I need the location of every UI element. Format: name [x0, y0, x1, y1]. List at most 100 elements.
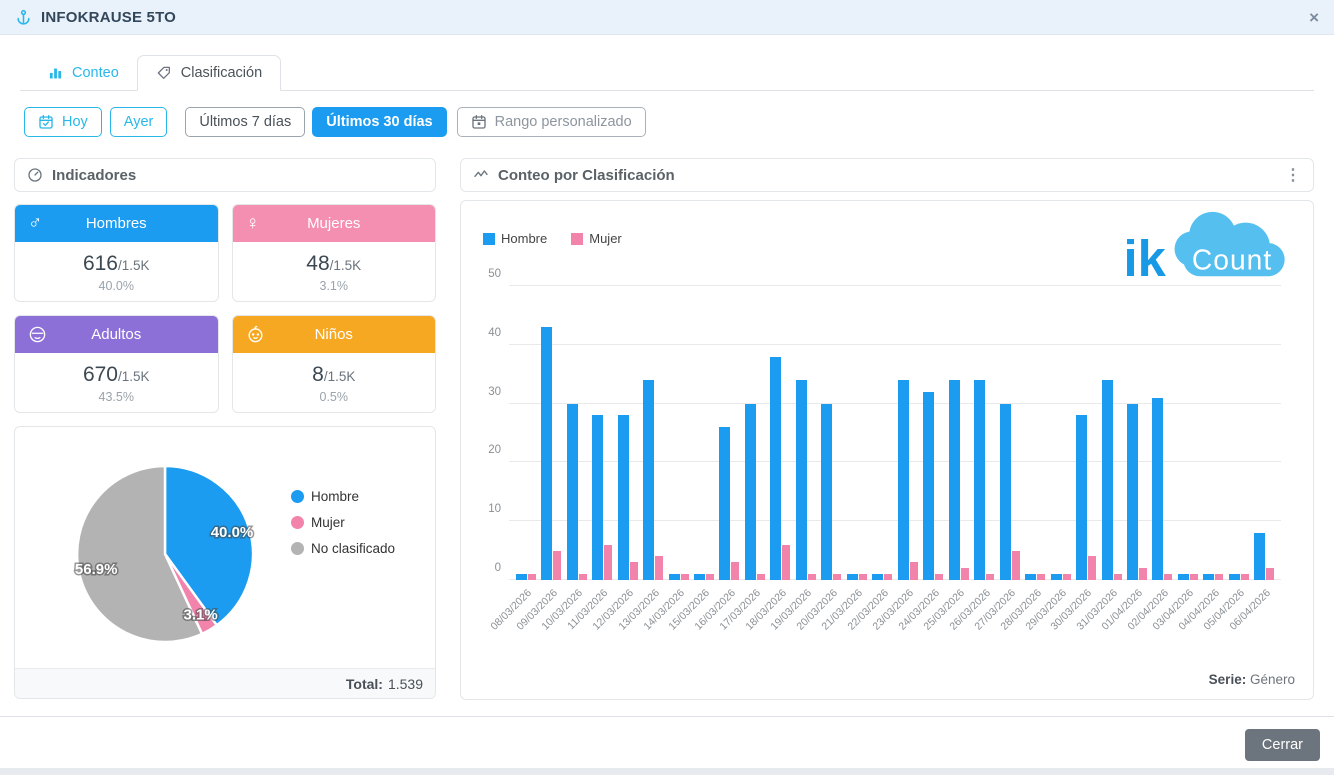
bar-hombre	[1025, 574, 1036, 580]
bar-group: 24/03/2026	[921, 286, 946, 580]
window-titlebar: INFOKRAUSE 5TO ×	[0, 0, 1334, 35]
bar-mujer	[961, 568, 969, 580]
filter-hoy-button[interactable]: Hoy	[24, 107, 102, 137]
bar-hombre	[1254, 533, 1265, 580]
svg-text:Count: Count	[1192, 243, 1272, 275]
card-ninos-value: 8	[312, 363, 324, 386]
y-axis-tick: 10	[469, 503, 501, 515]
pie-slice-label: 56.9%	[75, 561, 118, 578]
bar-hombre	[1102, 380, 1113, 580]
bar-mujer	[1063, 574, 1071, 580]
legend-label: Mujer	[589, 231, 622, 246]
bar-hombre	[669, 574, 680, 580]
bar-hombre	[872, 574, 883, 580]
filter-rango-button[interactable]: Rango personalizado	[457, 107, 646, 137]
tab-conteo[interactable]: Conteo	[30, 56, 137, 90]
filter-rango-label: Rango personalizado	[495, 114, 632, 130]
pie-legend-dot	[291, 516, 304, 529]
classification-column: Conteo por Clasificación ⋮ HombreMujer i…	[460, 158, 1314, 700]
bar-hombre	[1127, 404, 1138, 580]
bar-mujer	[731, 562, 739, 580]
bar-hombre	[541, 327, 552, 580]
pie-legend-item-mujer[interactable]: Mujer	[291, 515, 395, 530]
pie-total-value: 1.539	[388, 676, 423, 692]
bar-series: 08/03/202609/03/202610/03/202611/03/2026…	[509, 286, 1281, 580]
adult-icon	[28, 325, 47, 344]
y-axis-tick: 30	[469, 386, 501, 398]
bar-hombre	[898, 380, 909, 580]
bar-group: 20/03/2026	[819, 286, 844, 580]
bar-group: 04/04/2026	[1201, 286, 1226, 580]
tab-clasificacion[interactable]: Clasificación	[137, 55, 281, 91]
bar-group: 29/03/2026	[1048, 286, 1073, 580]
bar-group: 09/03/2026	[538, 286, 563, 580]
tab-clasificacion-label: Clasificación	[181, 65, 262, 81]
bar-group: 14/03/2026	[666, 286, 691, 580]
bar-group: 25/03/2026	[946, 286, 971, 580]
bar-chart-plot: 01020304050 08/03/202609/03/202610/03/20…	[509, 286, 1281, 580]
y-axis-tick: 50	[469, 268, 501, 280]
bar-mujer	[1012, 551, 1020, 580]
bar-group: 19/03/2026	[793, 286, 818, 580]
y-axis-tick: 0	[469, 562, 501, 574]
activity-icon	[473, 167, 489, 183]
card-ninos: Niños 8/1.5K 0.5%	[232, 315, 437, 413]
bar-group: 30/03/2026	[1073, 286, 1098, 580]
pie-legend-item-no-clasificado[interactable]: No clasificado	[291, 541, 395, 556]
pie-legend-label: No clasificado	[311, 541, 395, 556]
filter-ayer-label: Ayer	[124, 114, 154, 130]
legend-item-hombre[interactable]: Hombre	[483, 231, 547, 246]
pie-legend-dot	[291, 542, 304, 555]
bar-hombre	[821, 404, 832, 580]
bar-group: 05/04/2026	[1226, 286, 1251, 580]
bar-hombre	[1229, 574, 1240, 580]
bar-chart-card: HombreMujer ik Count 01020304050 08/03/2…	[460, 200, 1314, 700]
bar-group: 06/04/2026	[1252, 286, 1277, 580]
card-hombres-percent: 40.0%	[15, 279, 218, 293]
bar-hombre	[1203, 574, 1214, 580]
main-content: Indicadores ♂ Hombres 616/1.5K 40.0% ♀ M…	[14, 158, 1314, 700]
bar-mujer	[579, 574, 587, 580]
tag-icon	[156, 65, 172, 81]
chart-panel-title: Conteo por Clasificación	[498, 167, 675, 184]
filter-30dias-button[interactable]: Últimos 30 días	[312, 107, 446, 137]
pie-legend-label: Hombre	[311, 489, 359, 504]
bar-mujer	[681, 574, 689, 580]
filter-30dias-label: Últimos 30 días	[326, 114, 432, 130]
bar-hombre	[592, 415, 603, 580]
serie-caption: Serie: Género	[1209, 672, 1295, 687]
bar-mujer	[910, 562, 918, 580]
bar-hombre	[1152, 398, 1163, 580]
bar-mujer	[655, 556, 663, 580]
child-icon	[246, 325, 265, 344]
tab-conteo-label: Conteo	[72, 65, 119, 81]
bar-mujer	[1266, 568, 1274, 580]
male-icon: ♂	[28, 214, 42, 233]
modal-footer: Cerrar	[0, 716, 1334, 768]
bar-mujer	[833, 574, 841, 580]
close-icon[interactable]: ×	[1309, 9, 1319, 26]
cerrar-button[interactable]: Cerrar	[1245, 729, 1320, 761]
filter-7dias-button[interactable]: Últimos 7 días	[185, 107, 305, 137]
gender-pie-chart: 40.0%3.1%56.9%	[15, 427, 295, 670]
bar-group: 02/04/2026	[1150, 286, 1175, 580]
bar-mujer	[935, 574, 943, 580]
indicators-title: Indicadores	[52, 167, 136, 184]
calendar-icon	[471, 114, 487, 130]
bar-hombre	[618, 415, 629, 580]
bar-hombre	[1178, 574, 1189, 580]
bar-group: 28/03/2026	[1022, 286, 1047, 580]
legend-item-mujer[interactable]: Mujer	[571, 231, 622, 246]
filter-ayer-button[interactable]: Ayer	[110, 107, 168, 137]
kebab-menu-icon[interactable]: ⋮	[1285, 165, 1301, 185]
serie-value: Género	[1250, 672, 1295, 687]
bar-hombre	[974, 380, 985, 580]
bar-hombre	[745, 404, 756, 580]
bar-mujer	[1139, 568, 1147, 580]
card-hombres-value: 616	[83, 252, 118, 275]
legend-label: Hombre	[501, 231, 547, 246]
pie-legend-item-hombre[interactable]: Hombre	[291, 489, 395, 504]
bar-group: 26/03/2026	[971, 286, 996, 580]
bar-hombre	[694, 574, 705, 580]
bar-mujer	[706, 574, 714, 580]
